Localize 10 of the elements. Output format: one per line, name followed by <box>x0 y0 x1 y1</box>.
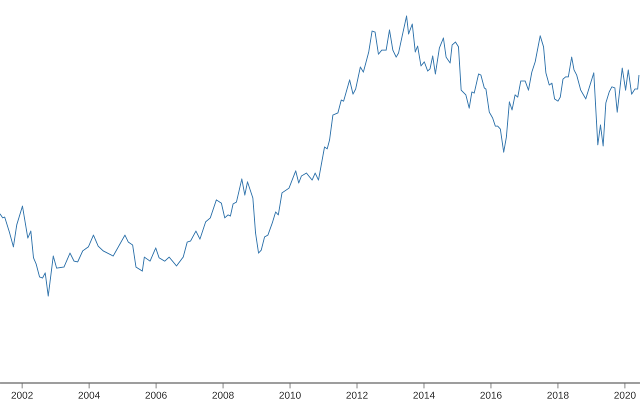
x-tick-label: 2004 <box>78 392 100 399</box>
x-tick-label: 2020 <box>614 392 636 399</box>
x-tick-label: 2010 <box>279 392 301 399</box>
x-tick-label: 2008 <box>212 392 234 399</box>
x-tick-label: 2016 <box>480 392 502 399</box>
x-tick-label: 2002 <box>11 392 33 399</box>
x-tick-label: 2012 <box>346 392 368 399</box>
x-tick-label: 2018 <box>547 392 569 399</box>
x-tick-label: 2006 <box>145 392 167 399</box>
x-tick-label: 2014 <box>413 392 435 399</box>
